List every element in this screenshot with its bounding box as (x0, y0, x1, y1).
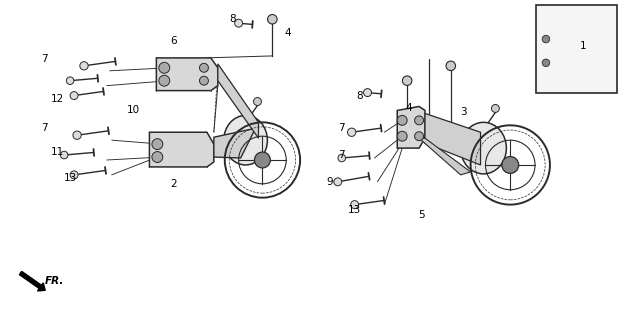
Circle shape (402, 76, 412, 85)
Polygon shape (425, 113, 480, 165)
Circle shape (200, 76, 208, 85)
Bar (536, 5, 617, 92)
Text: 9: 9 (326, 177, 333, 187)
Circle shape (348, 128, 356, 136)
Ellipse shape (224, 116, 268, 165)
Circle shape (159, 75, 170, 86)
Text: 6: 6 (170, 36, 177, 46)
Text: 10: 10 (127, 105, 140, 116)
Circle shape (70, 171, 78, 179)
Polygon shape (218, 64, 258, 138)
FancyArrow shape (19, 271, 46, 291)
Circle shape (152, 139, 163, 149)
Polygon shape (149, 132, 214, 167)
Text: 8: 8 (230, 14, 236, 24)
Circle shape (542, 35, 550, 43)
Text: FR.: FR. (44, 276, 64, 286)
Polygon shape (214, 128, 255, 158)
Circle shape (70, 92, 78, 100)
Text: 7: 7 (338, 150, 345, 160)
Text: 13: 13 (64, 173, 77, 183)
Circle shape (414, 116, 424, 125)
Text: 1: 1 (579, 41, 586, 51)
Circle shape (80, 62, 88, 70)
Text: 8: 8 (356, 91, 363, 100)
Circle shape (255, 152, 270, 168)
Circle shape (334, 178, 342, 186)
Circle shape (200, 63, 208, 72)
Text: 7: 7 (41, 123, 47, 133)
Text: 2: 2 (170, 179, 177, 189)
Circle shape (152, 152, 163, 163)
Circle shape (414, 132, 424, 141)
Text: 4: 4 (406, 103, 412, 114)
Polygon shape (397, 107, 425, 148)
Circle shape (61, 151, 68, 159)
Text: 12: 12 (51, 93, 64, 104)
Polygon shape (419, 138, 470, 175)
Circle shape (73, 131, 81, 140)
Text: 13: 13 (348, 204, 361, 215)
Circle shape (397, 131, 407, 141)
Polygon shape (157, 58, 218, 91)
Text: 7: 7 (338, 123, 345, 133)
Circle shape (268, 14, 277, 24)
Circle shape (397, 116, 407, 125)
Circle shape (235, 19, 243, 27)
Circle shape (351, 201, 359, 209)
Ellipse shape (461, 122, 507, 174)
Polygon shape (542, 21, 564, 81)
Circle shape (542, 59, 550, 67)
Circle shape (66, 77, 74, 84)
Text: 5: 5 (417, 210, 424, 220)
Text: 3: 3 (461, 108, 467, 117)
Circle shape (502, 156, 519, 173)
Text: 11: 11 (51, 147, 64, 157)
Circle shape (338, 154, 346, 162)
Circle shape (253, 98, 261, 106)
Circle shape (492, 105, 499, 112)
Circle shape (159, 62, 170, 73)
Circle shape (364, 89, 371, 97)
Text: 4: 4 (285, 28, 291, 38)
Circle shape (588, 52, 598, 62)
Circle shape (446, 61, 456, 71)
Text: 7: 7 (41, 54, 47, 64)
Polygon shape (564, 31, 576, 73)
